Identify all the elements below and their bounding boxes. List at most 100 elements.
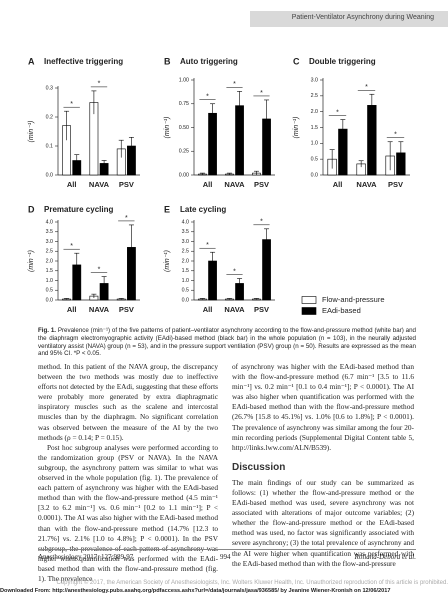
footer-rule	[38, 549, 416, 550]
y-axis-label: (min⁻¹)	[28, 121, 35, 143]
y-tick-label: 1.5	[46, 268, 53, 274]
x-tick-label: NAVA	[89, 180, 110, 189]
copyright: Copyright © 2017, the American Society o…	[56, 580, 448, 586]
significance: *	[336, 109, 339, 116]
significance: *	[365, 84, 368, 91]
y-tick-label: 4.0	[46, 219, 53, 225]
y-tick-label: 3.0	[311, 77, 318, 83]
y-tick-label: 2.0	[311, 109, 318, 115]
significance: *	[233, 81, 236, 88]
journal: Anesthesiology 2017; 127:989-97	[38, 553, 134, 561]
x-tick-label: PSV	[388, 180, 403, 189]
y-tick-label: 1.0	[311, 141, 318, 147]
y-tick-label: 3.0	[182, 239, 189, 245]
y-tick-label: 3.5	[182, 229, 189, 235]
y-tick-label: 2.5	[182, 249, 189, 255]
x-tick-label: All	[333, 180, 343, 189]
panel-label: D	[28, 204, 35, 214]
y-tick-label: 3.0	[46, 239, 53, 245]
x-tick-label: All	[67, 305, 77, 314]
y-axis-label: (min⁻¹)	[164, 117, 171, 139]
y-tick-label: 1.0	[46, 278, 53, 284]
x-tick-label: All	[67, 180, 77, 189]
panel-label: C	[293, 56, 300, 66]
chart-title: Double triggering	[309, 57, 376, 66]
y-tick-label: 0.0	[46, 172, 53, 178]
caption-label: Fig. 1.	[38, 327, 57, 334]
significance: *	[260, 219, 263, 226]
legend-label: EAdi-based	[322, 306, 361, 315]
x-tick-label: PSV	[119, 305, 134, 314]
section-heading: Discussion	[232, 461, 286, 473]
figure: A Ineffective triggering (min⁻¹) 0.0 0.1 0.2 0…	[28, 56, 410, 315]
y-tick-label: 1.5	[182, 268, 189, 274]
y-tick-label: 4.0	[182, 219, 189, 225]
significance: *	[206, 242, 209, 249]
significance: *	[98, 266, 101, 273]
chart-title: Auto triggering	[180, 57, 238, 66]
x-tick-label: PSV	[254, 180, 269, 189]
significance: *	[125, 215, 128, 222]
y-tick-label: 0.1	[46, 143, 53, 149]
authors: Rolland-Debord et al.	[354, 553, 416, 561]
caption-text: Prevalence (min⁻¹) of the five patterns …	[38, 327, 416, 358]
y-tick-label: 0.0	[182, 297, 189, 303]
right-column: of asynchrony was higher with the EAdi-b…	[232, 362, 414, 569]
paragraph: method. In this patient of the NAVA grou…	[38, 362, 218, 442]
legend-label: Flow-and-pressure	[322, 295, 385, 304]
panel-label: E	[164, 204, 170, 214]
significance: *	[233, 268, 236, 275]
x-tick-label: NAVA	[224, 180, 245, 189]
y-axis-label: (min⁻¹)	[28, 250, 35, 272]
paragraph: Post hoc subgroup analyses were performe…	[38, 442, 218, 583]
y-tick-label: 0.0	[46, 297, 53, 303]
chart-title: Ineffective triggering	[44, 57, 123, 66]
download-notice: Downloaded From: http://anesthesiology.p…	[0, 588, 391, 594]
y-tick-label: 0.5	[46, 288, 53, 294]
y-tick-label: 0.50	[179, 125, 189, 131]
y-tick-label: 2.0	[46, 258, 53, 264]
significance: *	[70, 243, 73, 250]
y-tick-label: 0.3	[46, 85, 53, 91]
panel-label: B	[164, 56, 171, 66]
page-number: 994	[220, 553, 231, 561]
left-column: method. In this patient of the NAVA grou…	[38, 362, 218, 584]
y-tick-label: 2.0	[182, 258, 189, 264]
significance: *	[98, 81, 101, 88]
y-tick-label: 0.0	[311, 172, 318, 178]
significance: *	[260, 90, 263, 97]
y-tick-label: 0.25	[179, 149, 189, 155]
y-axis-label: (min⁻¹)	[164, 250, 171, 272]
panel-label: A	[28, 56, 35, 66]
caption: Fig. 1. Prevalence (min⁻¹) of the five p…	[38, 327, 416, 358]
significance: *	[394, 132, 397, 139]
y-tick-label: 2.5	[46, 249, 53, 255]
y-tick-label: 1.00	[179, 77, 189, 83]
y-tick-label: 0.5	[182, 288, 189, 294]
y-tick-label: 1.0	[182, 278, 189, 284]
x-tick-label: NAVA	[89, 305, 110, 314]
y-tick-label: 1.5	[311, 125, 318, 131]
legend-swatch	[301, 307, 317, 315]
y-tick-label: 2.5	[311, 93, 318, 99]
y-tick-label: 0.00	[179, 172, 189, 178]
significance: *	[206, 94, 209, 101]
x-tick-label: NAVA	[224, 305, 245, 314]
paragraph: The main findings of our study can be su…	[232, 477, 414, 568]
x-tick-label: All	[203, 305, 213, 314]
chart-title: Premature cycling	[44, 205, 113, 214]
legend-swatch	[301, 296, 317, 304]
paragraph: of asynchrony was higher with the EAdi-b…	[232, 362, 414, 452]
x-tick-label: PSV	[119, 180, 134, 189]
x-tick-label: NAVA	[356, 180, 377, 189]
x-tick-label: PSV	[254, 305, 269, 314]
y-tick-label: 0.75	[179, 101, 189, 107]
x-tick-label: All	[203, 180, 213, 189]
y-tick-label: 0.2	[46, 114, 53, 120]
y-axis-label: (min⁻¹)	[293, 117, 300, 139]
y-tick-label: 3.5	[46, 229, 53, 235]
running-title: Patient-Ventilator Asynchrony during Wea…	[291, 14, 434, 21]
y-tick-label: 0.5	[311, 157, 318, 163]
running-header: Patient-Ventilator Asynchrony during Wea…	[250, 11, 448, 27]
